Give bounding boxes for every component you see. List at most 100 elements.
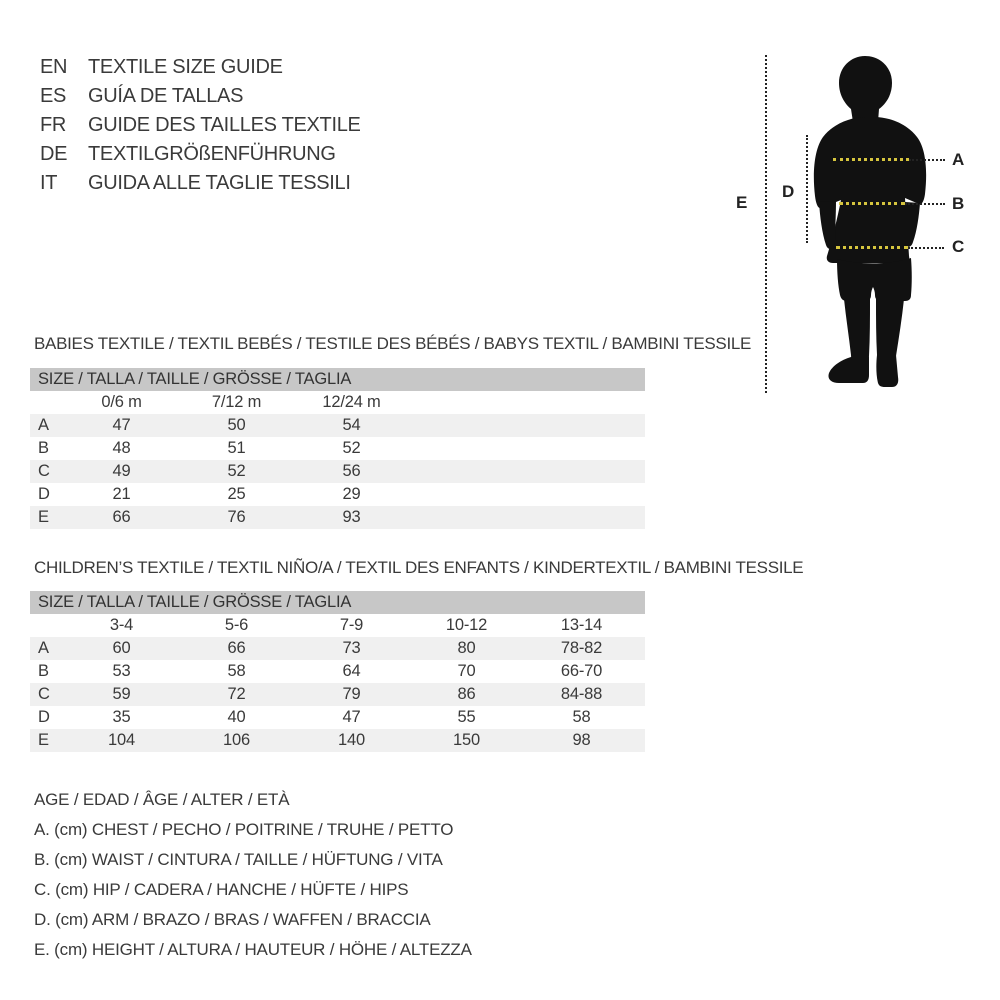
cell-value: 47 bbox=[112, 416, 131, 434]
language-row: ES GUÍA DE TALLAS bbox=[40, 82, 361, 111]
cell-value: 76 bbox=[227, 508, 246, 526]
figure-label-chest: A bbox=[952, 150, 965, 169]
figure-label-hip: C bbox=[952, 237, 965, 256]
measurement-legend: AGE / EDAD / ÂGE / ALTER / ETÀ A. (cm) C… bbox=[34, 785, 472, 965]
cell-value: 66 bbox=[227, 639, 246, 657]
cell-value: 58 bbox=[227, 662, 246, 680]
cell-value: 84-88 bbox=[560, 685, 603, 703]
language-row: DE TEXTILGRÖßENFÜHRUNG bbox=[40, 140, 361, 169]
child-silhouette bbox=[813, 56, 927, 387]
cell-value: 52 bbox=[342, 439, 361, 457]
children-section-title: CHILDREN’S TEXTILE / TEXTIL NIÑO/A / TEX… bbox=[34, 558, 804, 577]
hip-measure-line-C bbox=[836, 246, 908, 249]
language-code: IT bbox=[40, 172, 58, 194]
column-header: 5-6 bbox=[224, 616, 249, 634]
babies-section-title: BABIES TEXTILE / TEXTIL BEBÉS / TESTILE … bbox=[34, 334, 752, 353]
cell-value: 150 bbox=[453, 731, 480, 749]
cell-value: 66 bbox=[112, 508, 131, 526]
waist-measure-line-B bbox=[839, 202, 905, 205]
row-label: E bbox=[38, 731, 49, 749]
row-label: B bbox=[38, 662, 49, 680]
children-column-header-row: 3-4 5-6 7-9 10-12 13-14 bbox=[30, 614, 645, 637]
cell-value: 104 bbox=[108, 731, 135, 749]
cell-value: 66-70 bbox=[560, 662, 603, 680]
cell-value: 59 bbox=[112, 685, 131, 703]
column-header: 10-12 bbox=[445, 616, 488, 634]
cell-value: 25 bbox=[227, 485, 246, 503]
cell-value: 48 bbox=[112, 439, 131, 457]
language-row: EN TEXTILE SIZE GUIDE bbox=[40, 53, 361, 82]
column-header: 13-14 bbox=[560, 616, 603, 634]
waist-guide-line-B bbox=[905, 203, 945, 205]
column-header: 7/12 m bbox=[211, 393, 262, 411]
language-code: ES bbox=[40, 85, 67, 107]
babies-column-header-row: 0/6 m 7/12 m 12/24 m bbox=[30, 391, 645, 414]
cell-value: 47 bbox=[342, 708, 361, 726]
language-code: DE bbox=[40, 143, 68, 165]
table-row: E 66 76 93 bbox=[30, 506, 645, 529]
size-header-bar: SIZE / TALLA / TAILLE / GRÖSSE / TAGLIA bbox=[30, 591, 645, 614]
cell-value: 52 bbox=[227, 462, 246, 480]
table-row: A 47 50 54 bbox=[30, 414, 645, 437]
chest-guide-line-A bbox=[909, 159, 945, 161]
row-label: B bbox=[38, 439, 49, 457]
cell-value: 54 bbox=[342, 416, 361, 434]
language-row: IT GUIDA ALLE TAGLIE TESSILI bbox=[40, 169, 361, 198]
cell-value: 40 bbox=[227, 708, 246, 726]
table-row: D 21 25 29 bbox=[30, 483, 645, 506]
arm-measure-line-D bbox=[806, 135, 808, 243]
language-title: GUÍA DE TALLAS bbox=[88, 85, 244, 107]
legend-hip: C. (cm) HIP / CADERA / HANCHE / HÜFTE / … bbox=[34, 880, 409, 899]
language-title-list: EN TEXTILE SIZE GUIDE ES GUÍA DE TALLAS … bbox=[40, 53, 361, 198]
column-header: 3-4 bbox=[109, 616, 134, 634]
cell-value: 58 bbox=[572, 708, 591, 726]
legend-age: AGE / EDAD / ÂGE / ALTER / ETÀ bbox=[34, 790, 290, 809]
row-label: C bbox=[38, 685, 50, 703]
cell-value: 70 bbox=[457, 662, 476, 680]
table-row: C 59 72 79 86 84-88 bbox=[30, 683, 645, 706]
table-row: E 104 106 140 150 98 bbox=[30, 729, 645, 752]
cell-value: 78-82 bbox=[560, 639, 603, 657]
column-header: 7-9 bbox=[339, 616, 364, 634]
cell-value: 140 bbox=[338, 731, 365, 749]
hip-guide-line-C bbox=[908, 247, 944, 249]
cell-value: 50 bbox=[227, 416, 246, 434]
table-row: C 49 52 56 bbox=[30, 460, 645, 483]
cell-value: 86 bbox=[457, 685, 476, 703]
cell-value: 93 bbox=[342, 508, 361, 526]
cell-value: 35 bbox=[112, 708, 131, 726]
cell-value: 98 bbox=[572, 731, 591, 749]
cell-value: 29 bbox=[342, 485, 361, 503]
language-title: GUIDA ALLE TAGLIE TESSILI bbox=[88, 172, 351, 194]
figure-label-height: E bbox=[736, 193, 748, 212]
table-row: B 53 58 64 70 66-70 bbox=[30, 660, 645, 683]
language-title: TEXTILGRÖßENFÜHRUNG bbox=[88, 143, 336, 165]
height-measure-line-E bbox=[765, 55, 767, 393]
chest-measure-line-A bbox=[833, 158, 909, 161]
babies-table: SIZE / TALLA / TAILLE / GRÖSSE / TAGLIA … bbox=[30, 368, 645, 529]
cell-value: 73 bbox=[342, 639, 361, 657]
row-label: A bbox=[38, 416, 49, 434]
table-row: B 48 51 52 bbox=[30, 437, 645, 460]
language-code: EN bbox=[40, 56, 68, 78]
legend-chest: A. (cm) CHEST / PECHO / POITRINE / TRUHE… bbox=[34, 820, 454, 839]
row-label: D bbox=[38, 708, 50, 726]
row-label: A bbox=[38, 639, 49, 657]
cell-value: 21 bbox=[112, 485, 131, 503]
size-header-bar: SIZE / TALLA / TAILLE / GRÖSSE / TAGLIA bbox=[30, 368, 645, 391]
cell-value: 60 bbox=[112, 639, 131, 657]
cell-value: 49 bbox=[112, 462, 131, 480]
figure-label-waist: B bbox=[952, 194, 965, 213]
language-title: GUIDE DES TAILLES TEXTILE bbox=[88, 114, 361, 136]
cell-value: 64 bbox=[342, 662, 361, 680]
cell-value: 56 bbox=[342, 462, 361, 480]
table-row: A 60 66 73 80 78-82 bbox=[30, 637, 645, 660]
cell-value: 79 bbox=[342, 685, 361, 703]
legend-arm: D. (cm) ARM / BRAZO / BRAS / WAFFEN / BR… bbox=[34, 910, 431, 929]
cell-value: 53 bbox=[112, 662, 131, 680]
row-label: D bbox=[38, 485, 50, 503]
cell-value: 51 bbox=[227, 439, 246, 457]
cell-value: 72 bbox=[227, 685, 246, 703]
column-header: 0/6 m bbox=[101, 393, 142, 411]
